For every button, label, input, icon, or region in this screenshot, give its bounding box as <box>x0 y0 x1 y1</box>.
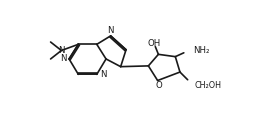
Text: OH: OH <box>147 39 160 48</box>
Text: O: O <box>156 81 163 90</box>
Text: N: N <box>58 46 65 55</box>
Text: NH₂: NH₂ <box>193 46 210 55</box>
Text: CH₂OH: CH₂OH <box>195 81 222 90</box>
Text: N: N <box>107 26 113 35</box>
Text: N: N <box>100 70 106 79</box>
Text: N: N <box>60 55 66 63</box>
